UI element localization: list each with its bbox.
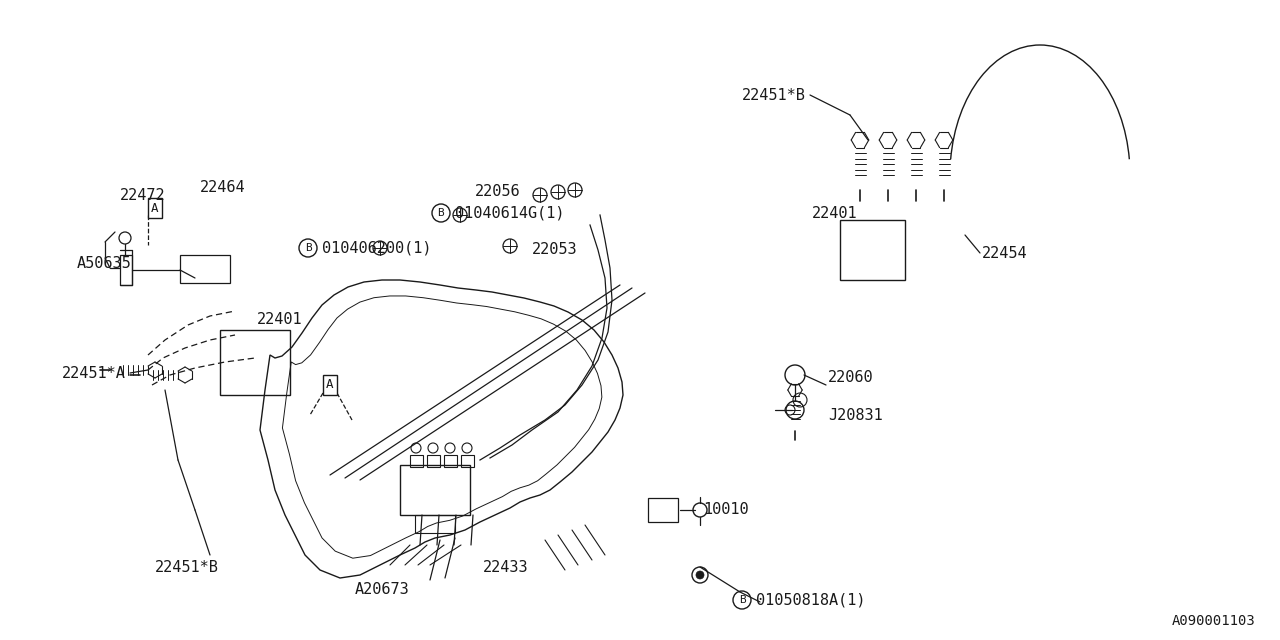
- Bar: [840, 220, 905, 280]
- Text: 22401: 22401: [812, 205, 858, 221]
- Text: 01050818A(1): 01050818A(1): [756, 593, 865, 607]
- Text: J20831: J20831: [828, 408, 883, 422]
- Text: 22056: 22056: [475, 184, 521, 200]
- Circle shape: [300, 239, 317, 257]
- Bar: [180, 255, 230, 283]
- Bar: [415, 515, 454, 533]
- Polygon shape: [260, 280, 623, 578]
- Text: 22451*B: 22451*B: [742, 88, 806, 102]
- Text: A: A: [151, 202, 159, 214]
- Text: 01040614G(1): 01040614G(1): [454, 205, 564, 221]
- Text: B: B: [739, 595, 745, 605]
- Text: 10010: 10010: [703, 502, 749, 518]
- Text: 22464: 22464: [200, 180, 246, 195]
- Text: A: A: [326, 378, 334, 392]
- Text: 22401: 22401: [257, 312, 302, 328]
- Text: B: B: [438, 208, 444, 218]
- Circle shape: [696, 571, 704, 579]
- Bar: [648, 498, 678, 522]
- Bar: [410, 455, 422, 467]
- Text: 22060: 22060: [828, 371, 874, 385]
- Text: 010406200(1): 010406200(1): [323, 241, 431, 255]
- Text: 22433: 22433: [483, 559, 529, 575]
- Text: B: B: [305, 243, 311, 253]
- Bar: [461, 455, 474, 467]
- Bar: [120, 255, 132, 285]
- Circle shape: [433, 204, 451, 222]
- Text: 22454: 22454: [982, 246, 1028, 260]
- Text: 22472: 22472: [120, 188, 165, 202]
- Text: A20673: A20673: [355, 582, 410, 598]
- Text: 22053: 22053: [532, 243, 577, 257]
- Bar: [220, 330, 291, 395]
- Text: A50635: A50635: [77, 255, 132, 271]
- Text: 22451*B: 22451*B: [155, 559, 219, 575]
- Text: 22451*A: 22451*A: [61, 365, 125, 381]
- Text: A090001103: A090001103: [1171, 614, 1254, 628]
- Bar: [399, 465, 470, 515]
- Circle shape: [733, 591, 751, 609]
- Bar: [444, 455, 457, 467]
- Bar: [428, 455, 440, 467]
